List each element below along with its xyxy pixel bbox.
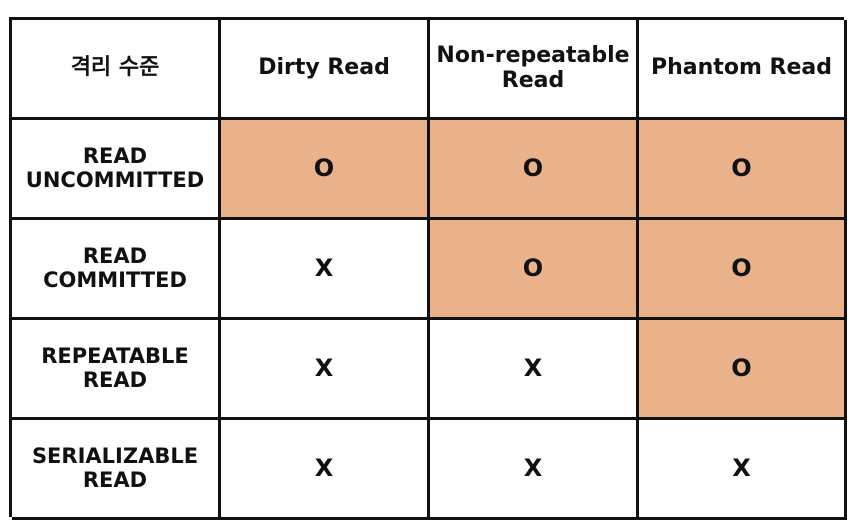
row-label-line: COMMITTED [43, 267, 187, 292]
row-label-line: UNCOMMITTED [25, 167, 205, 192]
cell-serializable-read-phantom-read: X [639, 420, 847, 520]
cell-read-uncommitted-dirty-read: O [221, 120, 430, 220]
row-label-line: READ [82, 467, 148, 492]
header-phantom-read: Phantom Read [639, 20, 847, 120]
row-label-serializable-read: SERIALIZABLE READ [12, 420, 221, 520]
isolation-level-table: 격리 수준 Dirty Read Non-repeatable Read Pha… [9, 17, 847, 520]
cell-read-uncommitted-non-repeatable-read: O [430, 120, 639, 220]
row-label-line: READ [82, 143, 148, 168]
cell-serializable-read-non-repeatable-read: X [430, 420, 639, 520]
cell-serializable-read-dirty-read: X [221, 420, 430, 520]
row-label-line: SERIALIZABLE [31, 443, 199, 468]
header-isolation-level: 격리 수준 [12, 20, 221, 120]
header-non-repeatable-line-2: Read [501, 67, 565, 93]
cell-read-uncommitted-phantom-read: O [639, 120, 847, 220]
cell-read-committed-non-repeatable-read: O [430, 220, 639, 320]
row-label-line: READ [82, 243, 148, 268]
header-non-repeatable-line-1: Non-repeatable [436, 42, 630, 68]
row-label-read-committed: READ COMMITTED [12, 220, 221, 320]
cell-read-committed-phantom-read: O [639, 220, 847, 320]
row-label-line: REPEATABLE [41, 343, 189, 368]
cell-repeatable-read-phantom-read: O [639, 320, 847, 420]
row-label-repeatable-read: REPEATABLE READ [12, 320, 221, 420]
header-non-repeatable-read: Non-repeatable Read [430, 20, 639, 120]
row-label-read-uncommitted: READ UNCOMMITTED [12, 120, 221, 220]
cell-read-committed-dirty-read: X [221, 220, 430, 320]
cell-repeatable-read-dirty-read: X [221, 320, 430, 420]
row-label-line: READ [82, 367, 148, 392]
cell-repeatable-read-non-repeatable-read: X [430, 320, 639, 420]
header-dirty-read: Dirty Read [221, 20, 430, 120]
